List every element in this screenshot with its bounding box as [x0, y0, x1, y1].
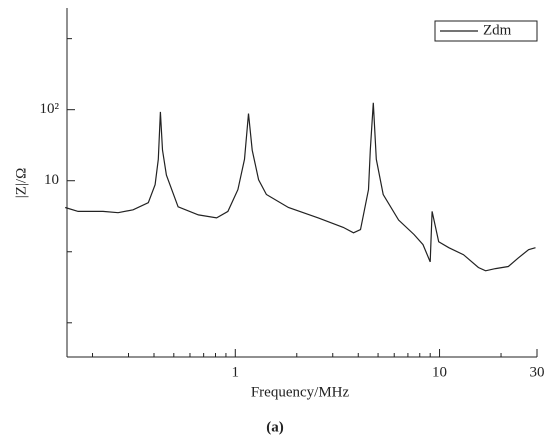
x-tick-label: 10 [432, 364, 447, 380]
x-tick-label: 30 [530, 364, 545, 380]
x-tick-label: 1 [232, 364, 240, 380]
line-series [65, 102, 536, 272]
y-tick-label: 10 [44, 172, 59, 188]
legend-label: Zdm [483, 22, 512, 38]
y-tick-label: 10² [40, 101, 60, 117]
x-axis-label: Frequency/MHz [251, 384, 350, 400]
legend-box [434, 20, 538, 42]
caption: (a) [266, 419, 284, 435]
y-axis-label: |Z|/Ω [13, 168, 29, 198]
